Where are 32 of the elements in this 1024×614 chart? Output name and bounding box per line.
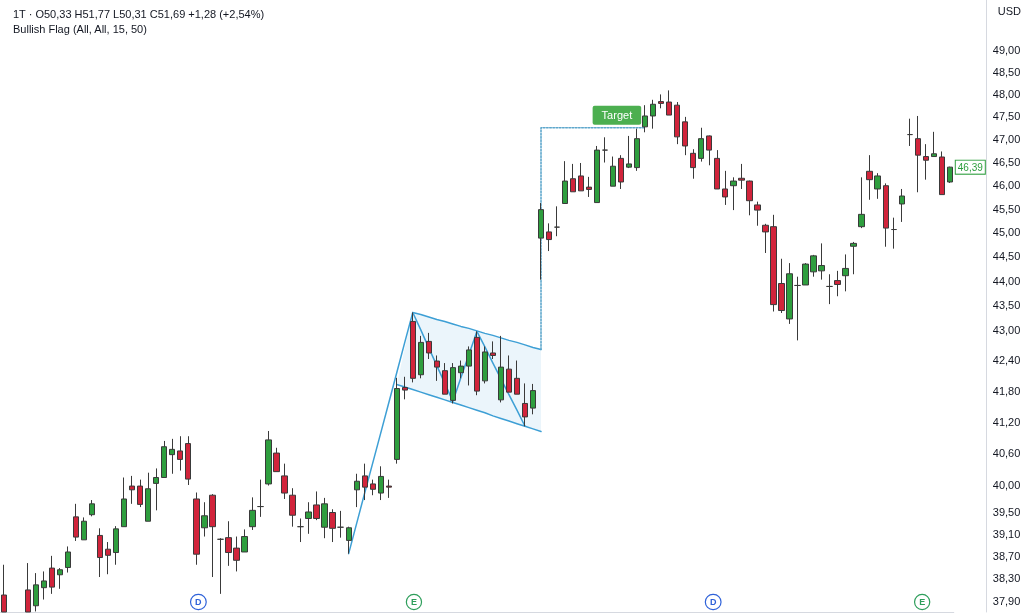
y-tick-label: 41,20 <box>992 415 1021 428</box>
y-tick-label: 43,00 <box>992 323 1021 336</box>
annotation: D <box>709 597 717 607</box>
y-tick-label: 38,70 <box>992 549 1021 562</box>
y-tick-label: 46,50 <box>992 156 1021 169</box>
y-tick-label: 40,00 <box>992 478 1021 491</box>
y-tick-label: 37,90 <box>992 594 1021 607</box>
y-tick-label: 45,50 <box>992 202 1021 215</box>
y-tick-label: 39,50 <box>992 505 1021 518</box>
y-tick-label: 49,00 <box>992 43 1021 56</box>
y-tick-label: 43,50 <box>992 299 1021 312</box>
y-tick-label: 48,50 <box>992 65 1021 78</box>
text: Bullish Flag (All, All, 15, 50) <box>13 22 147 35</box>
annotation: Target <box>601 109 633 122</box>
annotation: D <box>195 597 203 607</box>
y-tick-label: 39,10 <box>992 527 1021 540</box>
y-tick-label: 46,00 <box>992 179 1021 192</box>
annotation: E <box>919 597 926 607</box>
text: 46,39 <box>957 161 983 173</box>
annotation: E <box>410 597 417 607</box>
y-tick-label: 44,50 <box>992 250 1021 263</box>
y-tick-label: 40,60 <box>992 447 1021 460</box>
y-tick-label: 47,00 <box>992 133 1021 146</box>
y-tick-label: 38,30 <box>992 572 1021 585</box>
y-axis-title: USD <box>997 4 1022 17</box>
y-tick-label: 45,00 <box>992 226 1021 239</box>
text: 1T · O50,33 H51,77 L50,31 C51,69 +1,28 (+2,54%) <box>13 7 265 20</box>
y-tick-label: 44,00 <box>992 274 1021 287</box>
y-tick-label: 47,50 <box>992 110 1021 123</box>
y-tick-label: 48,00 <box>992 87 1021 100</box>
y-tick-label: 42,40 <box>992 354 1021 367</box>
y-tick-label: 41,80 <box>992 384 1021 397</box>
